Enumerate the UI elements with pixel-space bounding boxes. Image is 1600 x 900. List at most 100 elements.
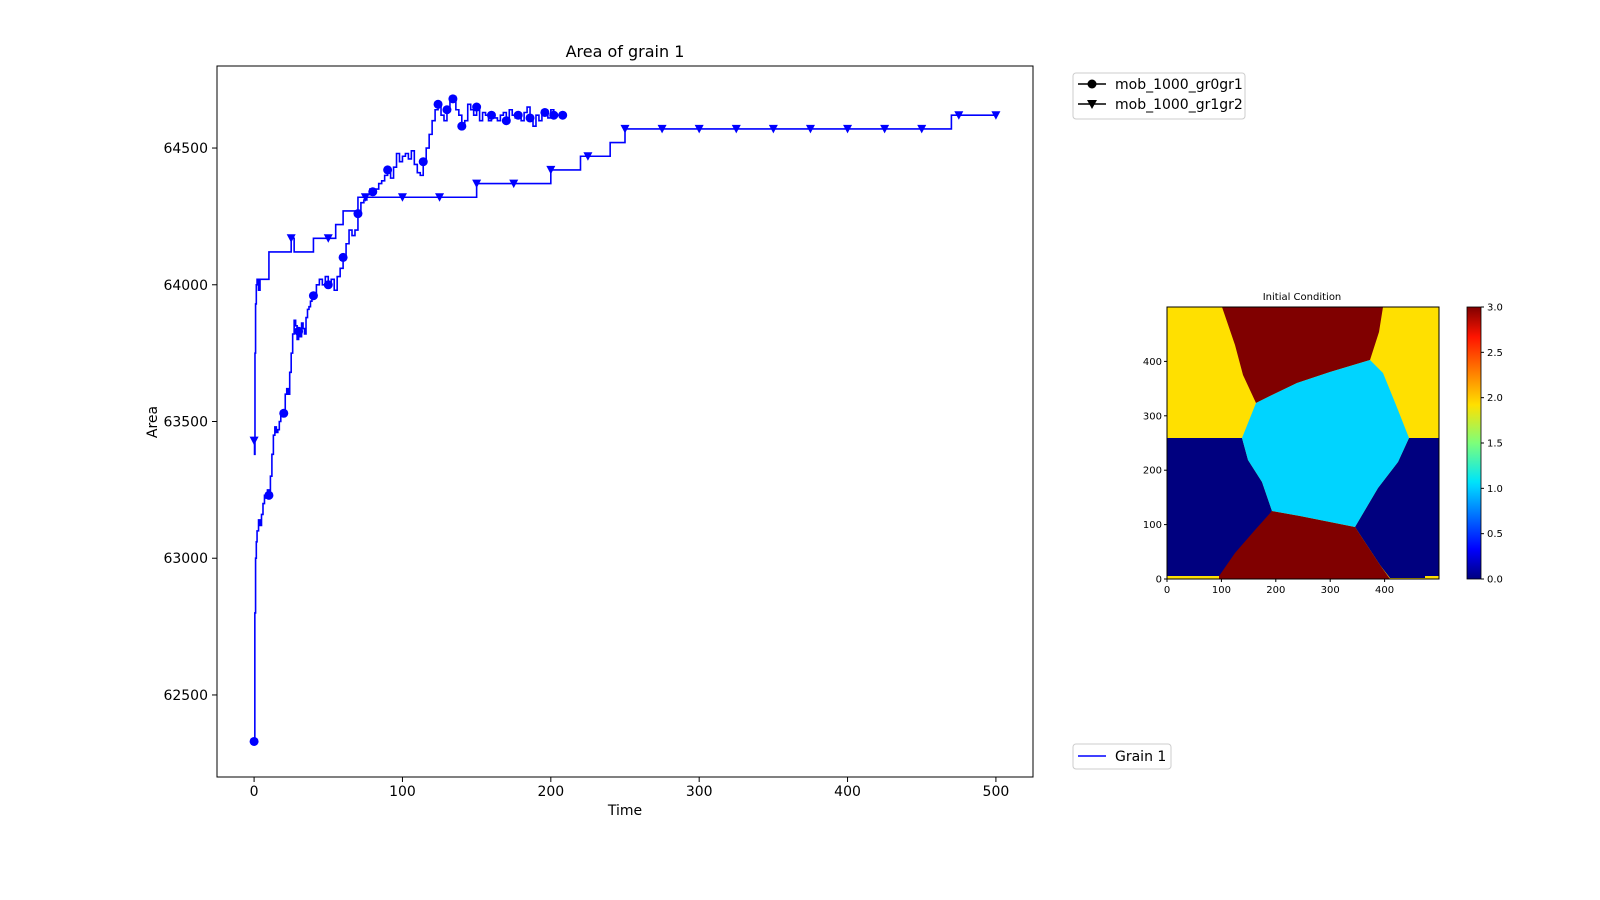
inset-frame	[1166, 306, 1440, 580]
region-darkred-bottom	[1217, 511, 1390, 579]
x-tick-label: 200	[537, 784, 564, 800]
series-2-marker	[694, 124, 704, 134]
series-2-marker	[620, 124, 630, 134]
x-tick-label: 400	[834, 784, 861, 800]
main-series-group	[249, 94, 1001, 746]
series-1-marker	[433, 99, 443, 109]
series-1-marker	[323, 280, 333, 290]
legend-entry-1-circle-marker	[1087, 79, 1097, 89]
colorbar-tick-label: 1.5	[1487, 439, 1503, 450]
series-1-marker	[558, 110, 568, 120]
series-2-marker	[954, 111, 964, 120]
series-1-marker	[501, 116, 511, 126]
series-2-marker	[509, 179, 519, 189]
series-2-marker	[991, 111, 1001, 120]
series-2-marker	[286, 234, 296, 243]
series-1-marker	[294, 326, 304, 336]
series-1-marker	[383, 165, 393, 175]
series-1-marker	[308, 291, 318, 301]
series-1-marker	[368, 187, 378, 197]
series-1-marker	[540, 107, 550, 117]
colorbar-tick-label: 1.0	[1487, 484, 1503, 495]
colorbar-ticks: 0.0 0.5 1.0 1.5 2.0 2.5 3.0	[1481, 303, 1503, 586]
y-tick-label: 64500	[163, 141, 208, 157]
inset-x-tick-label: 0	[1164, 585, 1170, 596]
series-2-marker	[583, 152, 593, 161]
region-yellow-strip-right	[1425, 576, 1439, 579]
inset-y-tick-label: 200	[1143, 466, 1162, 477]
series-1-marker	[279, 408, 289, 418]
series-line-1	[254, 98, 563, 743]
series-1-marker	[442, 105, 452, 115]
legend-bottom: Grain 1	[1072, 743, 1172, 770]
legend-top: mob_1000_gr0gr1 mob_1000_gr1gr2	[1072, 72, 1246, 120]
colorbar-tick-label: 2.5	[1487, 348, 1503, 359]
y-axis-label: Area	[145, 406, 161, 438]
series-1-marker	[472, 102, 482, 112]
series-1-marker	[338, 252, 348, 262]
inset-x-tick-label: 100	[1212, 585, 1231, 596]
series-2-marker	[323, 234, 333, 243]
inset-map-regions	[1167, 307, 1439, 579]
plot-area	[216, 65, 1034, 778]
x-axis-label: Time	[607, 803, 642, 819]
series-2-marker	[472, 179, 482, 189]
inset-x-tick-label: 400	[1375, 585, 1394, 596]
series-1-marker	[513, 110, 523, 120]
inset-heatmap: Initial Condition 0 100 200 300 400 0 100 200 30…	[1143, 292, 1503, 596]
colorbar-tick-label: 2.0	[1487, 393, 1503, 404]
inset-axes: 0 100 200 300 400 0 100 200 300 400	[1143, 357, 1394, 596]
legend-grain-label: Grain 1	[1115, 749, 1166, 765]
series-2-marker	[435, 193, 445, 202]
series-1-marker	[525, 113, 535, 123]
inset-y-tick-label: 100	[1143, 520, 1162, 531]
series-2-marker	[546, 165, 556, 175]
x-tick-label: 500	[983, 784, 1010, 800]
inset-x-tick-label: 200	[1266, 585, 1285, 596]
x-tick-label: 300	[686, 784, 713, 800]
inset-title: Initial Condition	[1263, 292, 1342, 303]
series-2-marker	[360, 193, 370, 202]
series-1-marker	[249, 736, 259, 746]
series-2-marker	[768, 124, 778, 134]
region-yellow-strip-left	[1167, 576, 1219, 579]
x-tick-label: 0	[250, 784, 259, 800]
chart-title: Area of grain 1	[566, 42, 685, 61]
y-tick-label: 64000	[163, 278, 208, 294]
series-2-marker	[843, 124, 853, 134]
series-1-marker	[486, 110, 496, 120]
colorbar-tick-label: 3.0	[1487, 303, 1503, 314]
inset-y-tick-label: 0	[1156, 575, 1162, 586]
x-tick-label: 100	[389, 784, 416, 800]
legend-entry-1-label: mob_1000_gr0gr1	[1115, 77, 1243, 93]
region-navy-right	[1355, 438, 1439, 578]
series-1-marker	[418, 157, 428, 167]
y-tick-label: 63500	[163, 415, 208, 431]
y-tick-label: 62500	[163, 688, 208, 704]
series-2-marker	[249, 436, 259, 446]
inset-y-tick-label: 300	[1143, 411, 1162, 422]
legend-bottom-box	[1072, 743, 1172, 770]
series-1-marker	[457, 121, 467, 131]
series-1-marker	[264, 490, 274, 500]
legend-top-box	[1072, 72, 1246, 120]
main-axes: 0 100 200 300 400 500 62500 63000 63500 64000 6450…	[163, 141, 1009, 800]
colorbar-tick-label: 0.0	[1487, 575, 1503, 586]
series-2-marker	[880, 124, 890, 134]
legend-entry-2-label: mob_1000_gr1gr2	[1115, 97, 1243, 113]
colorbar-tick-label: 0.5	[1487, 529, 1503, 540]
series-2-marker	[397, 193, 407, 202]
colorbar	[1466, 306, 1482, 580]
series-2-marker	[917, 124, 927, 134]
series-2-marker	[657, 124, 667, 134]
region-darkred-top	[1222, 307, 1383, 403]
series-1-marker	[448, 94, 458, 104]
series-2-marker	[805, 124, 815, 134]
series-2-marker	[731, 124, 741, 134]
legend-entry-2-triangle-marker	[1087, 100, 1097, 109]
inset-y-tick-label: 400	[1143, 357, 1162, 368]
series-line-2	[253, 114, 996, 456]
inset-x-tick-label: 300	[1321, 585, 1340, 596]
y-tick-label: 63000	[163, 551, 208, 567]
